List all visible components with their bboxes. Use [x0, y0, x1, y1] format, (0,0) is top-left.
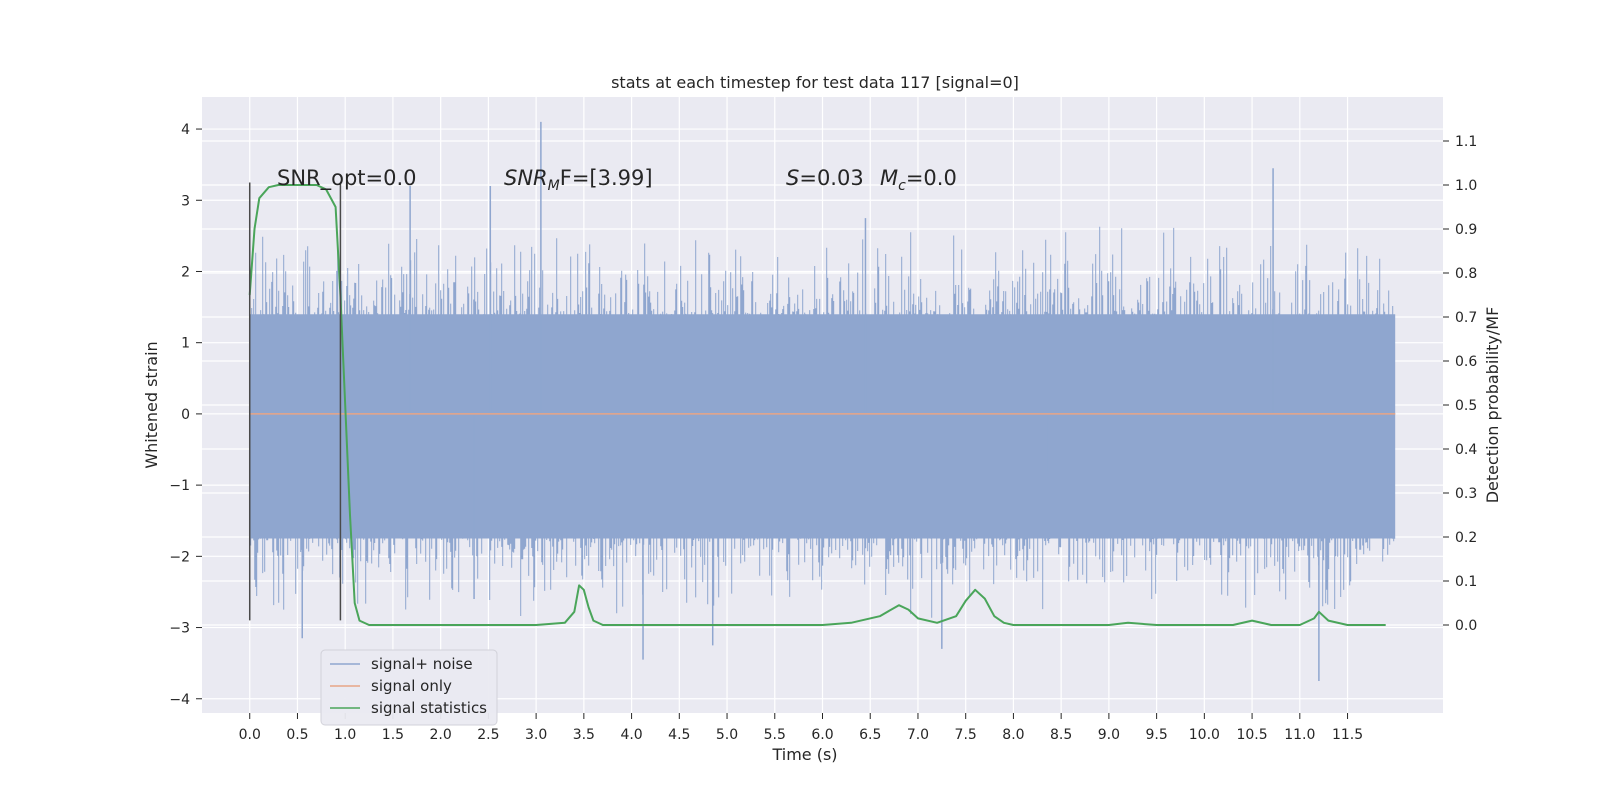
- s-value: =0.03: [799, 166, 863, 190]
- x-tick-label: 8.5: [1050, 727, 1072, 743]
- x-tick-label: 6.5: [859, 727, 881, 743]
- legend-box: [320, 649, 498, 726]
- y-right-tick-label: 1.0: [1455, 178, 1477, 194]
- x-axis-label: Time (s): [771, 745, 837, 764]
- x-tick-label: 1.5: [382, 727, 404, 743]
- y-tick-label: −3: [169, 621, 190, 637]
- y-right-axis-label: Detection probability/MF: [1483, 307, 1502, 504]
- x-tick-label: 5.0: [716, 727, 738, 743]
- y-right-tick-label: 0.2: [1455, 530, 1477, 546]
- x-tick-label: 6.0: [811, 727, 833, 743]
- y-tick-label: 0: [181, 407, 190, 423]
- y-tick-label: 1: [181, 336, 190, 352]
- x-tick-label: 10.0: [1189, 727, 1220, 743]
- y-tick-label: 3: [181, 193, 190, 209]
- x-tick-label: 11.5: [1332, 727, 1363, 743]
- annotation-s: S=0.03: [786, 166, 864, 190]
- y-right-tick-label: 1.1: [1455, 134, 1477, 150]
- x-tick-label: 4.0: [620, 727, 642, 743]
- annotation-snr-opt: SNR_opt=0.0: [277, 166, 417, 191]
- snr-mf-tail: F=[3.99]: [560, 166, 653, 190]
- x-tick-label: 8.0: [1002, 727, 1024, 743]
- y-right-tick-label: 0.4: [1455, 442, 1477, 458]
- x-tick-label: 7.5: [955, 727, 977, 743]
- y-tick-label: 2: [181, 264, 190, 280]
- x-tick-label: 9.0: [1098, 727, 1120, 743]
- x-tick-label: 11.0: [1284, 727, 1315, 743]
- x-tick-label: 1.0: [334, 727, 356, 743]
- x-tick-label: 7.0: [907, 727, 929, 743]
- y-right-tick-label: 0.7: [1455, 310, 1477, 326]
- y-right-tick-label: 0.3: [1455, 486, 1477, 502]
- y-tick-label: 4: [181, 122, 190, 138]
- x-tick-label: 0.5: [286, 727, 308, 743]
- x-tick-label: 2.0: [430, 727, 452, 743]
- x-tick-label: 4.5: [668, 727, 690, 743]
- x-tick-label: 9.5: [1145, 727, 1167, 743]
- y-right-tick-label: 0.8: [1455, 266, 1477, 282]
- marker-lines: [248, 182, 342, 621]
- annotation-snr-mf: SNRMF=[3.99]: [504, 166, 653, 194]
- legend: signal+ noise signal only signal statist…: [320, 649, 498, 726]
- mc-value: =0.0: [906, 166, 957, 190]
- y-right-tick-label: 0.1: [1455, 574, 1477, 590]
- y-right-tick-label: 0.5: [1455, 398, 1477, 414]
- y-right-tick-label: 0.6: [1455, 354, 1477, 370]
- snr-mf-subscript: M: [548, 178, 560, 194]
- y-tick-label: −2: [169, 549, 190, 565]
- snr-mf-name: SNR: [504, 166, 548, 190]
- mc-name: M: [880, 166, 898, 190]
- y-axis-label: Whitened strain: [142, 341, 161, 468]
- legend-label-signal-only: signal only: [371, 677, 452, 695]
- y-tick-label: −4: [169, 692, 190, 708]
- x-tick-label: 3.5: [573, 727, 595, 743]
- legend-label-signal-noise: signal+ noise: [371, 655, 473, 673]
- annotations: SNR_opt=0.0 SNRMF=[3.99] S=0.03 Mc=0.0: [277, 166, 957, 194]
- x-tick-label: 3.0: [525, 727, 547, 743]
- y-right-tick-label: 0.9: [1455, 222, 1477, 238]
- y-right-tick-label: 0.0: [1455, 618, 1477, 634]
- x-tick-label: 5.5: [764, 727, 786, 743]
- x-tick-label: 0.0: [239, 727, 261, 743]
- y-tick-label: −1: [169, 478, 190, 494]
- tick-labels: 0.0 0.5 1.0 1.5 2.0 2.5 3.0 3.5 4.0 4.5 5.0 5.5 6.0 6…: [169, 122, 1477, 743]
- s-name: S: [786, 166, 799, 190]
- annotation-mc: Mc=0.0: [880, 166, 957, 194]
- mc-subscript: c: [898, 178, 906, 194]
- chart-title: stats at each timestep for test data 117…: [611, 73, 1019, 92]
- x-tick-label: 10.5: [1236, 727, 1267, 743]
- legend-label-signal-statistics: signal statistics: [371, 699, 487, 717]
- series-signal-noise: [249, 121, 1396, 681]
- x-tick-label: 2.5: [477, 727, 499, 743]
